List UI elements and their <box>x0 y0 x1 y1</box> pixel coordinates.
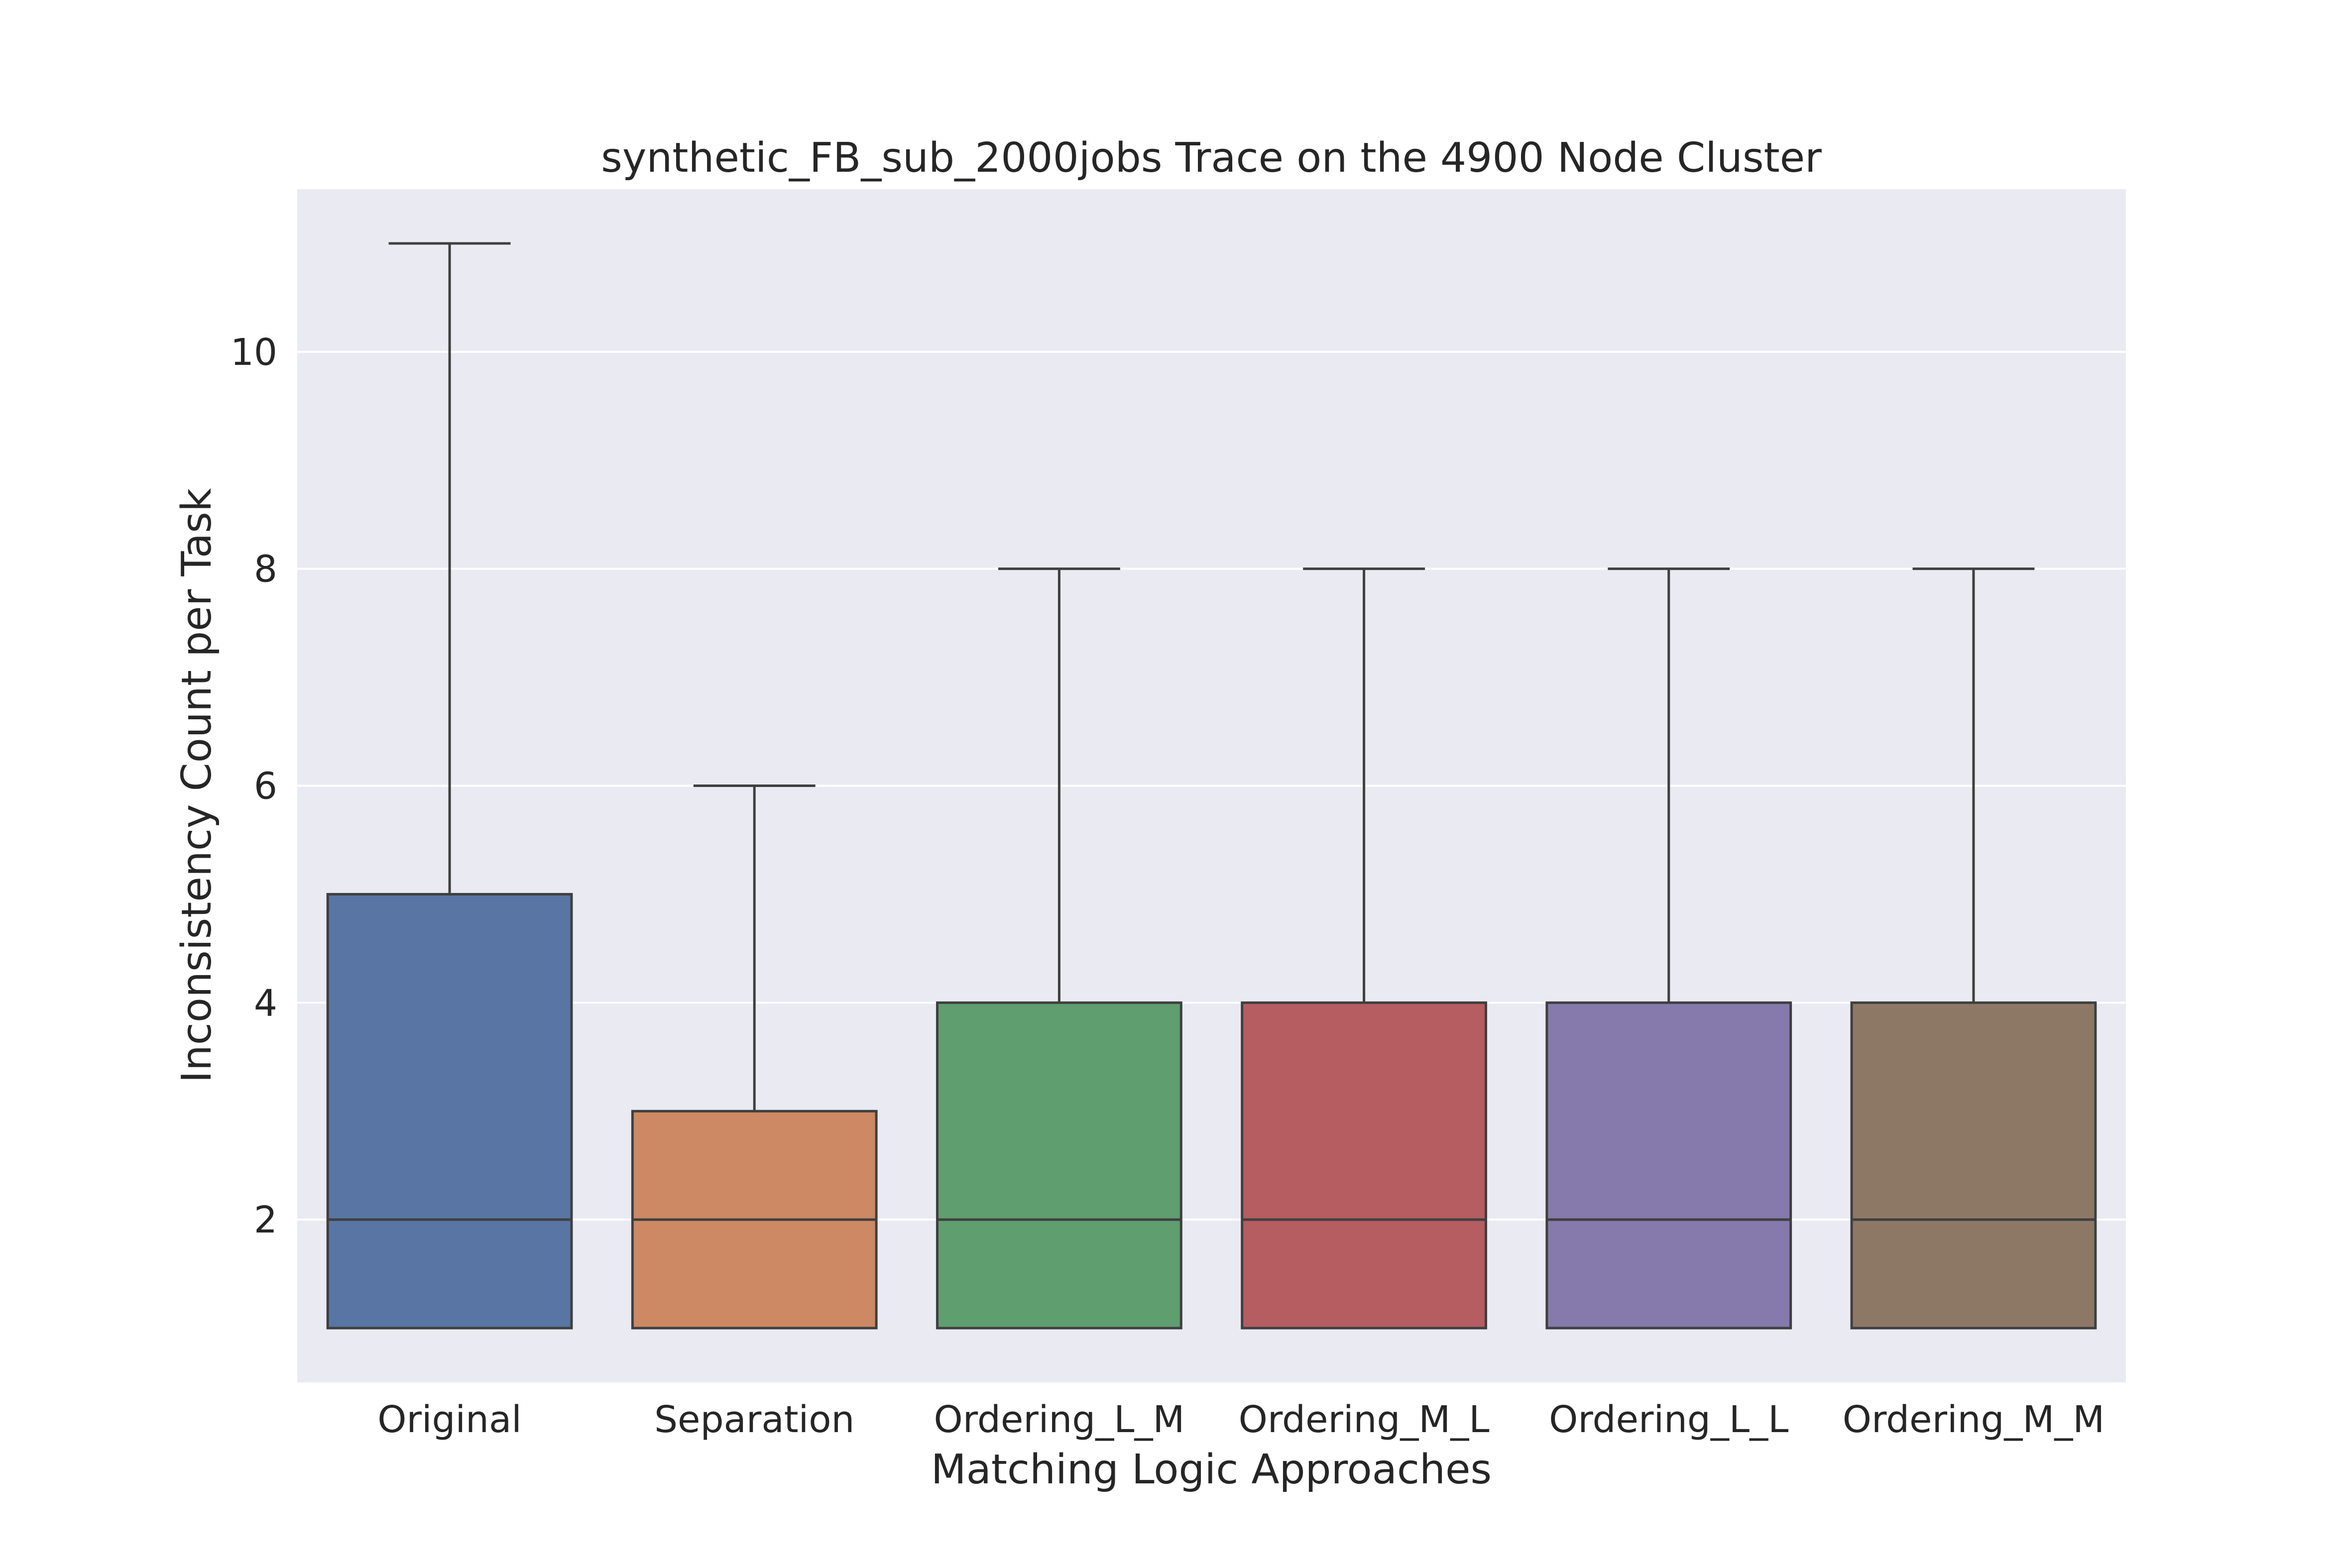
y-tick-label: 2 <box>254 1199 277 1241</box>
y-tick-label: 8 <box>254 548 277 591</box>
box-ordering-l-m <box>936 567 1182 1330</box>
box-body <box>1850 1001 2097 1330</box>
box-ordering-m-m <box>1850 567 2097 1330</box>
box-separation <box>631 784 878 1330</box>
x-tick-label: Separation <box>654 1398 854 1441</box>
box-ordering-m-l <box>1241 567 1487 1330</box>
box-body <box>1241 1001 1487 1330</box>
box-ordering-l-l <box>1545 567 1792 1330</box>
y-tick-label: 6 <box>254 765 277 808</box>
box-body <box>1545 1001 1792 1330</box>
box-original <box>326 242 573 1330</box>
gridlines <box>297 350 2126 1221</box>
chart-title: synthetic_FB_sub_2000jobs Trace on the 4… <box>601 134 1822 182</box>
box-body <box>936 1001 1182 1330</box>
y-tick-label: 10 <box>231 331 277 374</box>
x-axis-label: Matching Logic Approaches <box>931 1446 1492 1493</box>
y-tick-label: 4 <box>254 982 277 1024</box>
x-tick-label: Ordering_M_L <box>1239 1398 1490 1441</box>
x-axis-ticks: Original Separation Ordering_L_M Ordering_M… <box>377 1398 2105 1441</box>
y-axis-ticks: 2 4 6 8 10 <box>231 331 277 1241</box>
x-tick-label: Ordering_M_M <box>1843 1398 2105 1441</box>
box-body <box>326 893 573 1330</box>
boxes <box>326 242 2097 1330</box>
x-tick-label: Ordering_L_L <box>1549 1398 1788 1441</box>
x-tick-label: Original <box>377 1398 522 1441</box>
x-tick-label: Ordering_L_M <box>934 1398 1185 1441</box>
y-axis-label: Inconsistency Count per Task <box>173 488 221 1083</box>
